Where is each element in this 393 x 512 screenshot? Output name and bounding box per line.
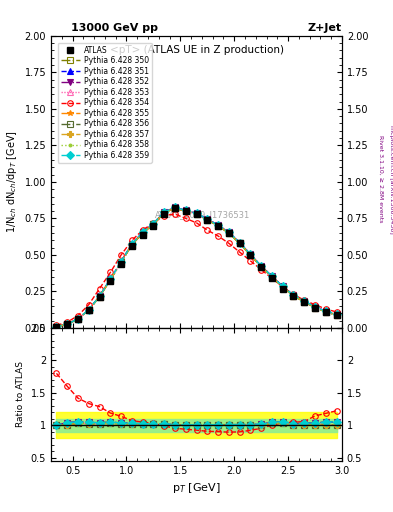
Text: 13000 GeV pp: 13000 GeV pp bbox=[71, 23, 158, 33]
Text: <pT> (ATLAS UE in Z production): <pT> (ATLAS UE in Z production) bbox=[110, 45, 283, 55]
X-axis label: p$_T$ [GeV]: p$_T$ [GeV] bbox=[172, 481, 221, 495]
Y-axis label: Ratio to ATLAS: Ratio to ATLAS bbox=[16, 361, 25, 428]
Y-axis label: 1/N$_{ch}$ dN$_{ch}$/dp$_T$ [GeV]: 1/N$_{ch}$ dN$_{ch}$/dp$_T$ [GeV] bbox=[5, 131, 19, 233]
Text: Rivet 3.1.10, ≥ 2.8M events: Rivet 3.1.10, ≥ 2.8M events bbox=[379, 136, 384, 223]
Text: ATLAS_2019_I1736531: ATLAS_2019_I1736531 bbox=[155, 210, 250, 219]
Legend: ATLAS, Pythia 6.428 350, Pythia 6.428 351, Pythia 6.428 352, Pythia 6.428 353, P: ATLAS, Pythia 6.428 350, Pythia 6.428 35… bbox=[58, 42, 152, 163]
Text: Z+Jet: Z+Jet bbox=[308, 23, 342, 33]
Text: mcplots.cern.ch [arXiv:1306.3436]: mcplots.cern.ch [arXiv:1306.3436] bbox=[389, 125, 393, 233]
